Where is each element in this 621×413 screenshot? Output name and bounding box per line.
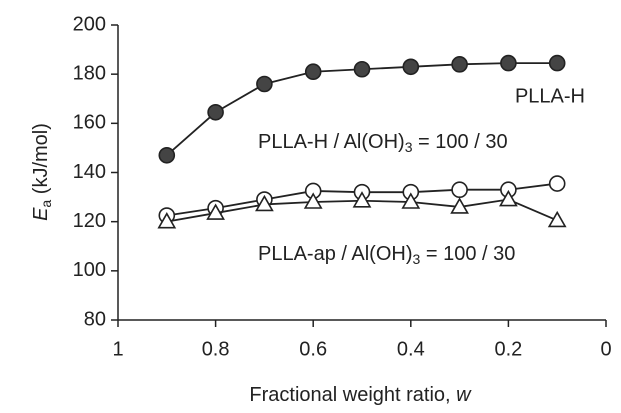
- marker: [157, 212, 177, 229]
- marker: [401, 192, 421, 209]
- series-label: PLLA-H / Al(OH)3 = 100 / 30: [258, 131, 508, 154]
- x-axis-label: Fractional weight ratio, w: [249, 384, 472, 406]
- marker: [500, 54, 517, 72]
- y-tick-label: 200: [73, 13, 106, 35]
- series-label: PLLA-ap / Al(OH)3 = 100 / 30: [258, 243, 515, 266]
- marker: [547, 210, 567, 228]
- y-tick-label: 140: [73, 161, 106, 183]
- y-axis-label: Ea (kJ/mol): [30, 123, 53, 221]
- y-tick-label: 180: [73, 62, 106, 84]
- y-tick-label: 120: [73, 210, 106, 232]
- marker: [499, 189, 518, 207]
- marker: [548, 54, 566, 72]
- marker: [256, 75, 273, 93]
- y-tick-label: 80: [84, 308, 106, 330]
- series-label: PLLA-H: [515, 85, 585, 107]
- marker: [158, 146, 176, 164]
- marker: [353, 60, 371, 78]
- marker: [206, 203, 225, 220]
- x-tick-label: 1: [112, 338, 123, 360]
- marker: [451, 181, 468, 199]
- marker: [303, 192, 323, 209]
- marker: [255, 194, 274, 212]
- marker: [451, 56, 468, 73]
- marker: [548, 175, 566, 192]
- marker: [304, 63, 322, 81]
- marker: [450, 197, 469, 214]
- marker: [207, 103, 224, 121]
- x-tick-label: 0.2: [494, 338, 522, 360]
- x-tick-label: 0.8: [202, 338, 230, 360]
- marker: [352, 191, 372, 208]
- y-tick-label: 160: [73, 112, 106, 134]
- x-tick-label: 0.4: [397, 338, 425, 360]
- x-tick-label: 0.6: [299, 338, 327, 360]
- x-tick-label: 0: [600, 338, 611, 360]
- marker: [402, 58, 420, 76]
- y-tick-label: 100: [73, 259, 106, 281]
